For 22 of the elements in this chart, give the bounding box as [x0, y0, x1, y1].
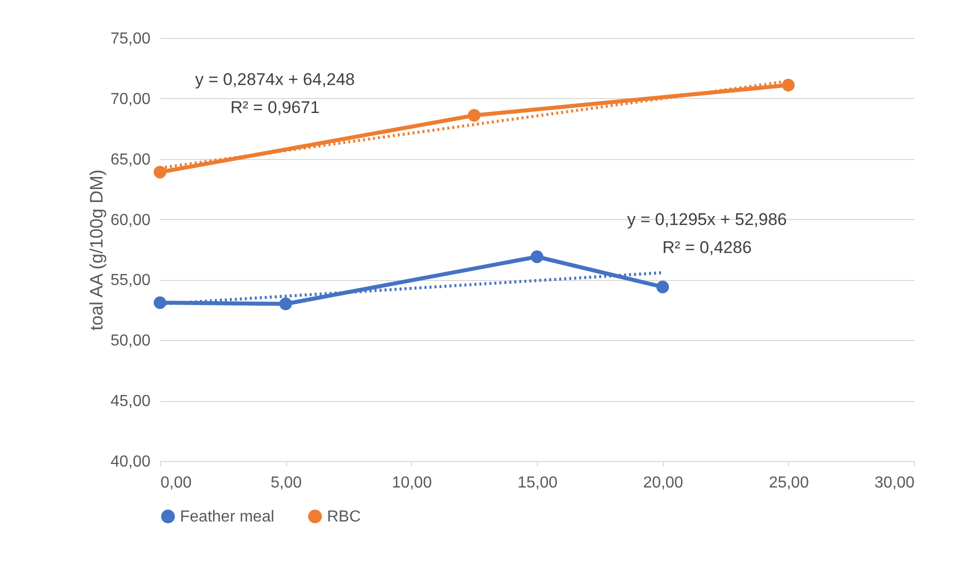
legend-label: Feather meal	[180, 508, 274, 526]
y-tick-label: 50,00	[110, 332, 151, 350]
x-tick-label: 15,00	[517, 474, 558, 492]
x-tick-label: 10,00	[392, 474, 432, 492]
y-tick-label: 45,00	[110, 393, 151, 410]
x-tick-label: 20,00	[643, 474, 684, 492]
y-tick-label: 70,00	[110, 90, 151, 108]
x-tick-label: 5,00	[270, 474, 302, 492]
legend-label: RBC	[327, 508, 361, 526]
annotation: R² = 0,9671	[230, 98, 320, 117]
y-tick-label: 60,00	[110, 212, 151, 229]
x-tick-label: 0,00	[160, 474, 192, 492]
y-axis-title: toal AA (g/100g DM)	[86, 169, 106, 331]
x-tick-label: 30,00	[874, 474, 915, 492]
annotation: y = 0,1295x + 52,986	[627, 210, 787, 229]
y-tick-label: 75,00	[110, 30, 151, 48]
y-tick-label: 65,00	[110, 151, 151, 168]
y-tick-label: 40,00	[110, 454, 151, 470]
annotation: R² = 0,4286	[662, 238, 752, 257]
y-tick-label: 55,00	[110, 272, 151, 290]
x-tick-label: 25,00	[768, 474, 809, 492]
annotation: y = 0,2874x + 64,248	[195, 70, 355, 89]
